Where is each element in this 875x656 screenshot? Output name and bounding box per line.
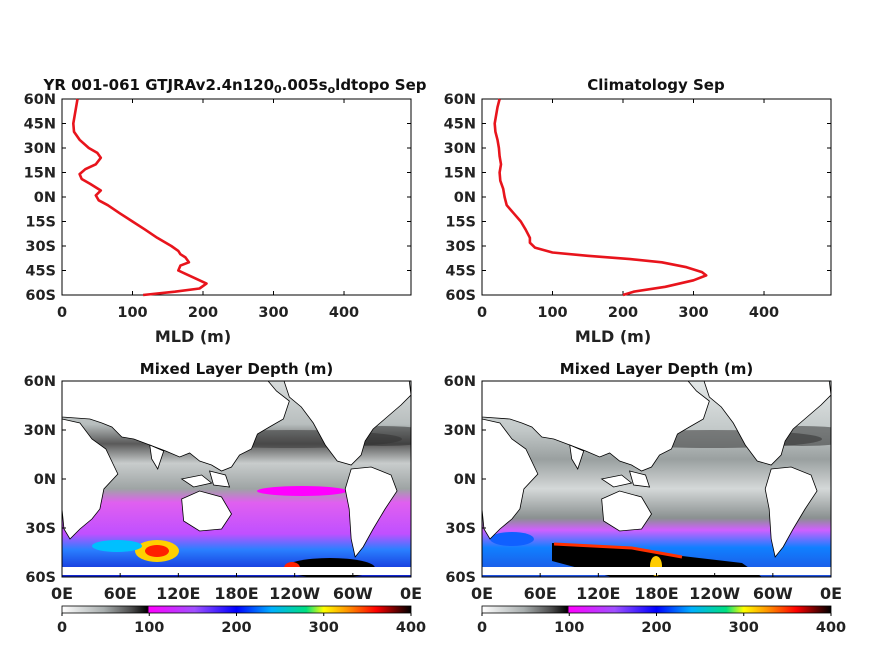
panel-title: YR 001-061 GTJRAv2.4n1200.005soldtopo Se… <box>42 76 426 96</box>
x-tick-label: 120E <box>576 584 620 603</box>
red-edge <box>553 542 683 559</box>
y-tick-label: 30N <box>24 141 56 157</box>
x-tick-label: 60E <box>524 584 557 603</box>
x-tick-label: 100 <box>117 305 147 321</box>
x-axis-label: MLD (m) <box>155 327 231 346</box>
title-part: ldtopo Sep <box>335 76 427 94</box>
map-field <box>62 381 411 577</box>
title-part: 0 <box>274 83 282 96</box>
colorbar-tick-label: 300 <box>729 620 759 636</box>
magenta-patch <box>257 486 347 496</box>
y-tick-label: 45N <box>24 117 56 133</box>
y-tick-label: 30N <box>444 423 476 439</box>
x-tick-label: 0 <box>57 305 67 321</box>
y-tick-label: 60S <box>25 570 56 586</box>
axes-box <box>61 98 412 296</box>
cyan-patch <box>92 540 142 552</box>
x-tick-label: 60E <box>104 584 137 603</box>
x-tick-label: 180E <box>634 584 678 603</box>
title-part: .005s <box>282 76 328 94</box>
y-tick-label: 30S <box>25 521 56 537</box>
y-tick-label: 15S <box>445 215 476 231</box>
colorbar-tick-label: 0 <box>477 620 487 636</box>
y-tick-label: 15S <box>25 215 56 231</box>
colorbar-tick-label: 300 <box>309 620 339 636</box>
blue-patch <box>490 532 534 546</box>
x-tick-label: 0E <box>471 584 493 603</box>
title-part: YR 001-061 GTJRAv2.4n120 <box>42 76 274 94</box>
x-tick-label: 120W <box>689 584 740 603</box>
y-tick-label: 30N <box>444 141 476 157</box>
y-tick-label: 30S <box>25 239 56 255</box>
x-tick-label: 0E <box>400 584 422 603</box>
map-field <box>482 381 831 577</box>
colorbar-tick-label: 0 <box>57 620 67 636</box>
x-tick-label: 200 <box>608 305 638 321</box>
colorbar-tick-label: 400 <box>396 620 426 636</box>
y-tick-label: 0N <box>454 472 476 488</box>
panel-title: Mixed Layer Depth (m) <box>140 360 333 378</box>
y-tick-label: 0N <box>34 190 56 206</box>
y-tick-label: 45N <box>444 117 476 133</box>
y-tick-label: 15N <box>24 166 56 182</box>
colorbar <box>481 605 832 614</box>
x-tick-label: 180E <box>214 584 258 603</box>
title-part: o <box>328 83 336 96</box>
x-tick-label: 400 <box>329 305 359 321</box>
colorbar <box>61 605 412 614</box>
x-tick-label: 100 <box>537 305 567 321</box>
y-tick-label: 30S <box>445 239 476 255</box>
colorbar-tick-label: 100 <box>554 620 584 636</box>
axes-box <box>481 98 832 296</box>
x-tick-label: 0 <box>477 305 487 321</box>
y-tick-label: 60S <box>445 570 476 586</box>
y-tick-label: 30S <box>445 521 476 537</box>
y-tick-label: 15N <box>444 166 476 182</box>
y-tick-label: 60N <box>444 374 476 390</box>
y-tick-label: 60S <box>445 288 476 304</box>
colorbar-tick-label: 100 <box>134 620 164 636</box>
x-tick-label: 0E <box>820 584 842 603</box>
y-tick-label: 0N <box>454 190 476 206</box>
colorbar-tick-label: 200 <box>221 620 251 636</box>
y-tick-label: 45S <box>445 264 476 280</box>
mld-profile-line <box>72 98 208 297</box>
x-tick-label: 120E <box>156 584 200 603</box>
y-tick-label: 60N <box>444 92 476 108</box>
x-tick-label: 300 <box>258 305 288 321</box>
x-tick-label: 120W <box>269 584 320 603</box>
x-tick-label: 60W <box>333 584 373 603</box>
panel-title: Climatology Sep <box>587 76 725 94</box>
y-tick-label: 60S <box>25 288 56 304</box>
panel-title: Mixed Layer Depth (m) <box>560 360 753 378</box>
y-tick-label: 60N <box>24 374 56 390</box>
x-tick-label: 60W <box>753 584 793 603</box>
y-tick-label: 0N <box>34 472 56 488</box>
y-tick-label: 30N <box>24 423 56 439</box>
colorbar-tick-label: 200 <box>641 620 671 636</box>
y-tick-label: 60N <box>24 92 56 108</box>
red-patch <box>145 545 169 557</box>
x-axis-label: MLD (m) <box>575 327 651 346</box>
profile-panel-1: YR 001-061 GTJRAv2.4n1200.005soldtopo Se… <box>24 76 427 346</box>
x-tick-label: 400 <box>749 305 779 321</box>
mld-profile-line <box>493 98 708 297</box>
x-tick-label: 0E <box>51 584 73 603</box>
profile-panel-2: Climatology Sep 60N 45N 30N 15N 0N 15S 30S 45S 60… <box>444 76 832 346</box>
x-tick-label: 300 <box>678 305 708 321</box>
x-tick-label: 200 <box>188 305 218 321</box>
colorbar-tick-label: 400 <box>816 620 846 636</box>
y-tick-label: 45S <box>25 264 56 280</box>
